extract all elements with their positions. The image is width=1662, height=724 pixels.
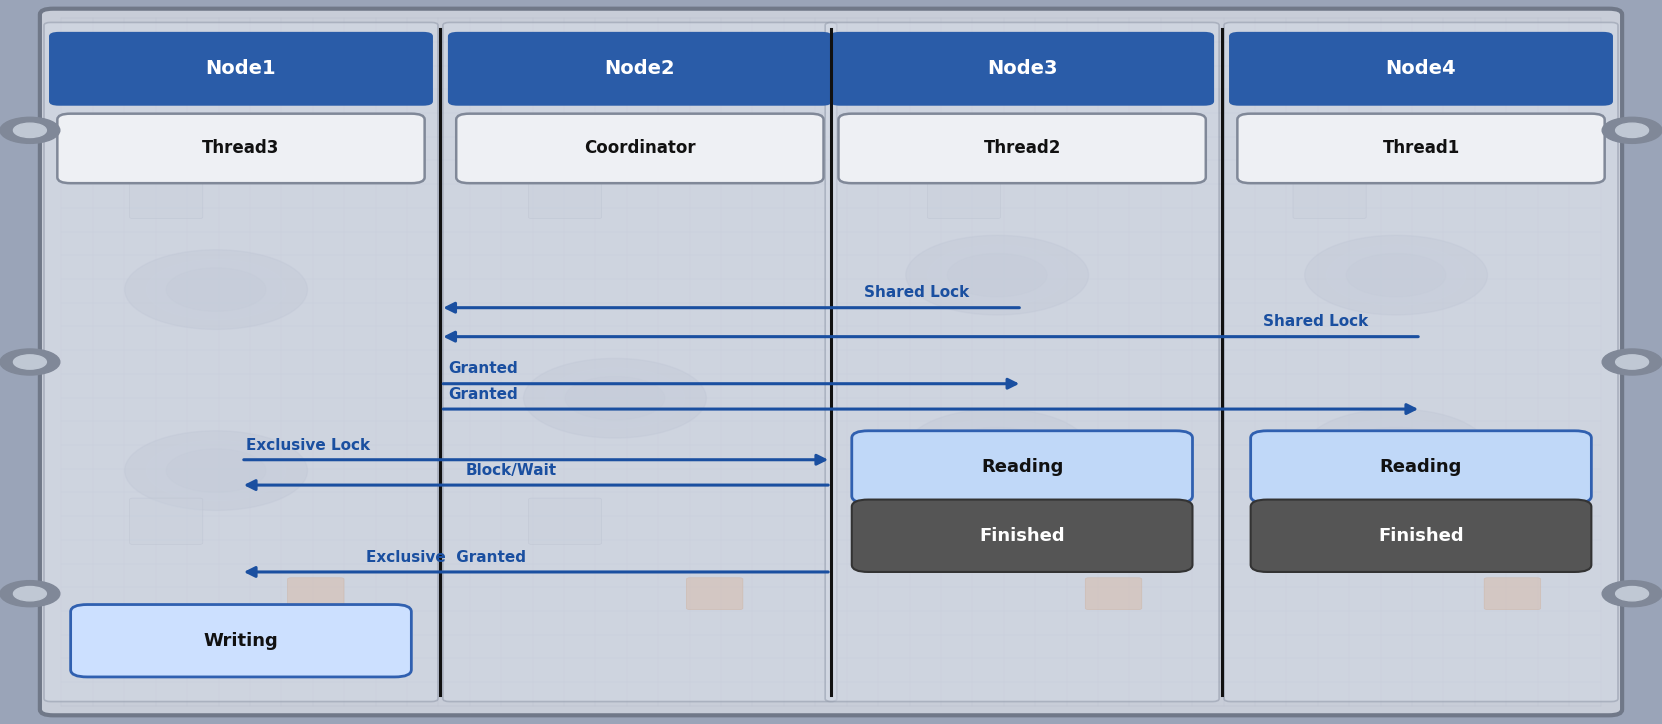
Circle shape (1346, 253, 1446, 297)
Text: Node3: Node3 (987, 59, 1057, 78)
FancyBboxPatch shape (40, 9, 1622, 715)
Text: Writing: Writing (204, 632, 278, 649)
FancyBboxPatch shape (1223, 22, 1619, 702)
FancyBboxPatch shape (927, 498, 1001, 544)
FancyBboxPatch shape (686, 578, 743, 610)
Circle shape (1615, 123, 1649, 138)
FancyBboxPatch shape (1251, 431, 1591, 503)
Circle shape (13, 586, 47, 601)
Text: Block/Wait: Block/Wait (465, 463, 557, 478)
Circle shape (166, 449, 266, 492)
Circle shape (947, 253, 1047, 297)
Circle shape (565, 376, 665, 420)
Text: Shared Lock: Shared Lock (1263, 314, 1368, 329)
Circle shape (1615, 586, 1649, 601)
FancyBboxPatch shape (442, 22, 838, 702)
Circle shape (146, 440, 286, 501)
FancyBboxPatch shape (50, 32, 432, 106)
Text: Exclusive Lock: Exclusive Lock (246, 437, 371, 452)
Circle shape (125, 431, 307, 510)
Circle shape (545, 368, 685, 429)
Circle shape (13, 123, 47, 138)
FancyBboxPatch shape (829, 32, 1213, 106)
FancyBboxPatch shape (838, 114, 1207, 183)
Circle shape (906, 235, 1089, 315)
FancyBboxPatch shape (1237, 114, 1604, 183)
Circle shape (906, 409, 1089, 489)
FancyBboxPatch shape (57, 114, 424, 183)
Circle shape (1615, 355, 1649, 369)
Circle shape (146, 259, 286, 320)
FancyBboxPatch shape (1484, 578, 1541, 610)
Text: Thread1: Thread1 (1383, 140, 1459, 157)
FancyBboxPatch shape (1251, 500, 1591, 572)
Text: Coordinator: Coordinator (583, 140, 696, 157)
Circle shape (927, 245, 1067, 306)
FancyBboxPatch shape (851, 500, 1192, 572)
Text: Node1: Node1 (206, 59, 276, 78)
FancyBboxPatch shape (1293, 172, 1366, 219)
Text: Shared Lock: Shared Lock (864, 285, 969, 300)
Text: Node2: Node2 (605, 59, 675, 78)
Text: Granted: Granted (449, 387, 519, 402)
Text: Thread2: Thread2 (984, 140, 1060, 157)
Text: Reading: Reading (1379, 458, 1463, 476)
Text: Reading: Reading (981, 458, 1064, 476)
FancyBboxPatch shape (43, 22, 437, 702)
Circle shape (1326, 245, 1466, 306)
FancyBboxPatch shape (529, 172, 602, 219)
Circle shape (1305, 235, 1487, 315)
Text: Thread3: Thread3 (203, 140, 279, 157)
FancyBboxPatch shape (824, 22, 1218, 702)
Circle shape (1602, 349, 1662, 375)
Text: Finished: Finished (979, 527, 1065, 544)
FancyBboxPatch shape (455, 114, 824, 183)
Circle shape (1346, 427, 1446, 471)
Circle shape (927, 418, 1067, 479)
Circle shape (1305, 409, 1487, 489)
FancyBboxPatch shape (130, 498, 203, 544)
Circle shape (524, 358, 706, 438)
FancyBboxPatch shape (1085, 578, 1142, 610)
Text: Granted: Granted (449, 361, 519, 376)
FancyBboxPatch shape (529, 498, 602, 544)
FancyBboxPatch shape (927, 172, 1001, 219)
Circle shape (947, 427, 1047, 471)
Circle shape (125, 250, 307, 329)
Circle shape (1602, 117, 1662, 143)
Text: Finished: Finished (1378, 527, 1464, 544)
FancyBboxPatch shape (851, 431, 1192, 503)
Text: Node4: Node4 (1386, 59, 1456, 78)
FancyBboxPatch shape (449, 32, 831, 106)
Circle shape (166, 268, 266, 311)
FancyBboxPatch shape (70, 605, 412, 677)
FancyBboxPatch shape (288, 578, 344, 610)
Circle shape (13, 355, 47, 369)
Circle shape (1602, 581, 1662, 607)
Circle shape (0, 117, 60, 143)
Circle shape (1326, 418, 1466, 479)
FancyBboxPatch shape (1293, 498, 1366, 544)
FancyBboxPatch shape (1230, 32, 1612, 106)
Circle shape (0, 349, 60, 375)
Text: Exclusive  Granted: Exclusive Granted (366, 550, 525, 565)
Circle shape (0, 581, 60, 607)
FancyBboxPatch shape (130, 172, 203, 219)
